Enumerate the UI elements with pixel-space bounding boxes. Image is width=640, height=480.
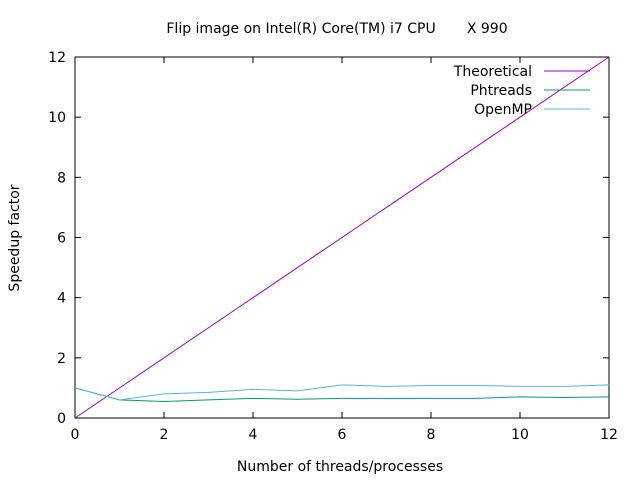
legend-label-theoretical: Theoretical — [453, 64, 532, 80]
series-line-theoretical — [74, 56, 610, 419]
x-tick-label: 10 — [511, 427, 529, 443]
legend: Theoretical Phtreads OpenMP — [453, 64, 590, 118]
series-line-phtreads — [74, 387, 610, 403]
x-tick-label: 6 — [338, 427, 347, 443]
series-line-openmp — [74, 384, 610, 401]
x-tick-label: 4 — [249, 427, 258, 443]
y-tick-label: 10 — [48, 110, 66, 126]
y-tick-label: 2 — [57, 351, 66, 367]
y-tick-label: 0 — [57, 411, 66, 427]
y-axis-label: Speedup factor — [7, 184, 23, 291]
x-tick-label: 8 — [427, 427, 436, 443]
x-tick-label: 12 — [600, 427, 618, 443]
chart-title: Flip image on Intel(R) Core(TM) i7 CPU X… — [166, 21, 507, 37]
y-tick-label: 8 — [57, 170, 66, 186]
legend-label-openmp: OpenMP — [474, 102, 532, 118]
y-tick-label: 4 — [57, 291, 66, 307]
x-axis-label: Number of threads/processes — [237, 459, 443, 475]
y-tick-label: 12 — [48, 50, 66, 66]
x-tick-label: 2 — [160, 427, 169, 443]
legend-label-phtreads: Phtreads — [470, 83, 532, 99]
series-layer — [74, 56, 610, 419]
axis-ticks: 0 2 4 6 8 10 12 0 2 4 6 8 10 12 — [48, 50, 618, 443]
x-tick-label: 0 — [71, 427, 80, 443]
y-tick-label: 6 — [57, 231, 66, 247]
